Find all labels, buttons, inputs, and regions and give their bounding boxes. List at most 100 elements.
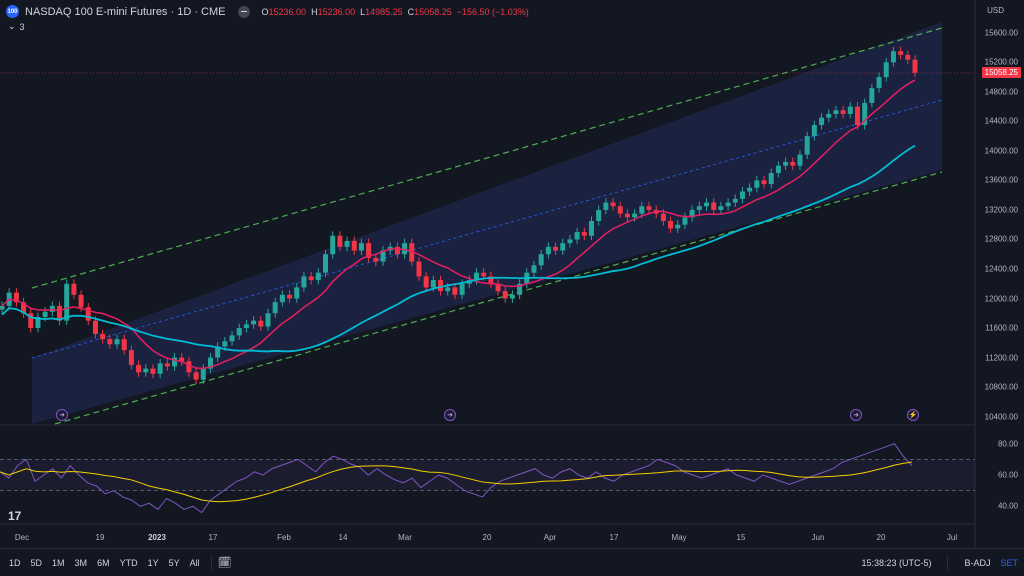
- range-6m-button[interactable]: 6M: [97, 557, 110, 568]
- candle-body: [783, 161, 789, 166]
- ma-slow-line: [1, 144, 916, 353]
- candle-body: [704, 202, 710, 207]
- candle-body: [473, 272, 479, 281]
- event-arrow-icon[interactable]: ➜: [444, 409, 456, 421]
- candle-body: [840, 110, 846, 114]
- symbol-logo-icon: 100: [6, 5, 19, 18]
- candle-body: [596, 209, 602, 221]
- time-tick-label: 15: [736, 533, 746, 542]
- candle-body: [768, 173, 774, 185]
- range-1d-button[interactable]: 1D: [9, 557, 21, 568]
- candle-body: [164, 363, 170, 367]
- price-tick-label: 14400.00: [984, 116, 1018, 126]
- price-tick-label: 14000.00: [984, 146, 1018, 156]
- time-tick-label: 19: [95, 533, 105, 542]
- candle-body: [193, 372, 199, 380]
- price-tick-label: 12800.00: [984, 234, 1018, 244]
- candle-body: [85, 307, 91, 321]
- ohlc-value: 15236.00: [317, 6, 356, 17]
- candle-body: [121, 339, 127, 351]
- ma-fast-line: [1, 79, 916, 370]
- candle-body: [445, 287, 451, 292]
- range-ytd-button[interactable]: YTD: [119, 557, 138, 568]
- ohlc-key: C: [407, 6, 415, 17]
- candle-body: [337, 235, 343, 247]
- candle-body: [912, 59, 918, 73]
- range-5y-button[interactable]: 5Y: [168, 557, 180, 568]
- candle-body: [186, 361, 192, 373]
- candle-body: [366, 243, 372, 258]
- event-arrow-icon[interactable]: ➜: [56, 409, 68, 421]
- candle-body: [222, 341, 228, 347]
- time-tick-label: Jul: [946, 533, 958, 542]
- candle-body: [545, 246, 551, 255]
- candle-body: [236, 328, 242, 336]
- candle-body: [452, 287, 458, 295]
- candle-body: [639, 206, 645, 214]
- range-all-button[interactable]: All: [189, 557, 200, 568]
- candle-body: [150, 368, 156, 374]
- time-tick-label: 14: [338, 533, 348, 542]
- candle-body: [826, 113, 832, 118]
- candle-body: [819, 117, 825, 126]
- ohlc-readout: O15236.00 H15236.00 L14985.25 C15058.25 −156…: [262, 7, 529, 17]
- currency-label[interactable]: USD: [987, 6, 1004, 15]
- candle-body: [78, 294, 84, 308]
- rsi-ma-line: [0, 461, 913, 503]
- candle-body: [883, 62, 889, 78]
- candle-body: [790, 161, 796, 166]
- candle-body: [344, 240, 350, 247]
- candle-body: [567, 239, 573, 244]
- ohlc-key: H: [311, 6, 318, 17]
- range-5d-button[interactable]: 5D: [30, 557, 43, 568]
- event-lightning-icon[interactable]: ⚡: [907, 409, 919, 421]
- range-1m-button[interactable]: 1M: [52, 557, 65, 568]
- tradingview-logo-icon[interactable]: 17: [8, 509, 22, 523]
- candle-body: [862, 102, 868, 126]
- chart-header: 100 NASDAQ 100 E-mini Futures · 1D · CME…: [6, 5, 529, 18]
- indicators-collapsed[interactable]: ⌄ 3: [8, 21, 25, 32]
- candle-body: [358, 243, 364, 251]
- collapse-toggle-icon[interactable]: [237, 5, 250, 18]
- price-tick-label: 15600.00: [984, 28, 1018, 38]
- date-range-group: 1D 5D 1M 3M 6M YTD 1Y 5Y All: [4, 558, 205, 568]
- candle-body: [747, 187, 753, 192]
- set-toggle[interactable]: SET: [1000, 557, 1018, 568]
- b-adj-toggle[interactable]: B-ADJ: [964, 557, 991, 568]
- rsi-band: [0, 459, 975, 491]
- candle-body: [588, 221, 594, 236]
- calendar-range-icon[interactable]: 🗓: [217, 557, 232, 569]
- price-tick-label: 12000.00: [984, 294, 1018, 303]
- candle-body: [898, 51, 904, 55]
- ohlc-item: −156.50 (−1.03%): [457, 7, 529, 17]
- candle-body: [215, 346, 221, 358]
- rsi-tick-label: 80.00: [997, 439, 1018, 449]
- indicator-count: 3: [19, 21, 25, 32]
- range-1y-button[interactable]: 1Y: [147, 557, 159, 568]
- ohlc-value: −156.50 (−1.03%): [456, 6, 529, 17]
- candle-body: [854, 106, 860, 126]
- candle-body: [531, 265, 537, 273]
- time-tick-label: 17: [208, 533, 218, 542]
- candle-body: [481, 272, 487, 277]
- ohlc-item: L14985.25: [360, 7, 403, 17]
- candle-body: [172, 357, 178, 367]
- symbol-title[interactable]: NASDAQ 100 E-mini Futures · 1D · CME: [25, 5, 226, 18]
- candle-body: [229, 335, 235, 342]
- candle-body: [610, 202, 616, 207]
- divider: [210, 555, 212, 570]
- candle-body: [495, 283, 501, 292]
- clock-time[interactable]: 15:38:23 (UTC-5): [861, 557, 932, 568]
- ohlc-value: 15236.00: [268, 6, 307, 17]
- chevron-down-icon[interactable]: ⌄: [8, 21, 16, 31]
- time-tick-label: May: [671, 533, 687, 542]
- candle-body: [811, 125, 817, 137]
- candle-body: [553, 246, 559, 251]
- candle-body: [574, 232, 580, 240]
- range-3m-button[interactable]: 3M: [74, 557, 88, 568]
- event-arrow-icon[interactable]: ➜: [850, 409, 862, 421]
- time-tick-label: 2023: [148, 533, 166, 542]
- channel-mid-line: [31, 99, 943, 359]
- candle-body: [351, 240, 357, 251]
